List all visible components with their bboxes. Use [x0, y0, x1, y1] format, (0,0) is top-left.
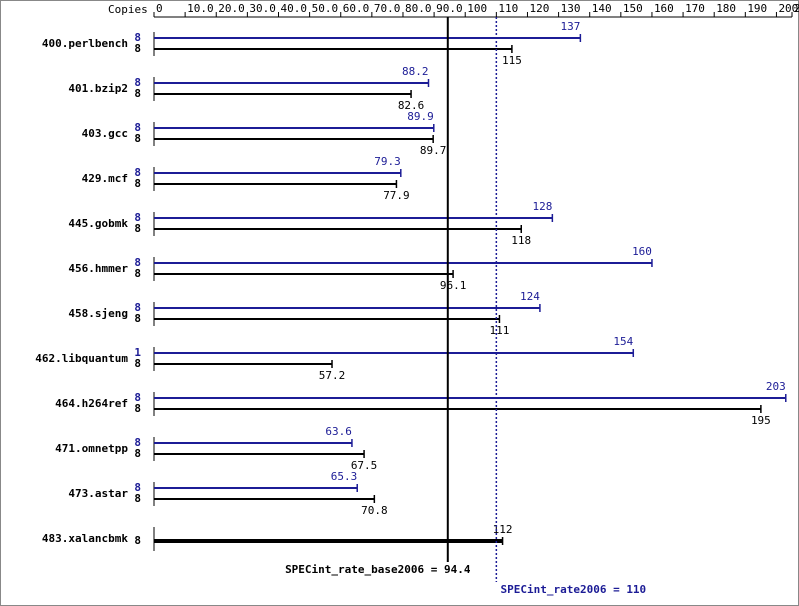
value-label: 96.1: [440, 279, 467, 292]
reference-label: SPECint_rate2006 = 110: [500, 583, 646, 596]
value-label: 154: [613, 335, 633, 348]
value-label: 82.6: [398, 99, 425, 112]
x-tick-label: 140: [592, 2, 612, 15]
copies-label: 8: [134, 177, 141, 190]
copies-label: 8: [134, 402, 141, 415]
category-label: 471.omnetpp: [55, 442, 128, 455]
copies-label: 8: [134, 534, 141, 547]
copies-label: 8: [134, 391, 141, 404]
x-tick-label: 10.0: [187, 2, 214, 15]
copies-label: 8: [134, 301, 141, 314]
copies-label: 8: [134, 76, 141, 89]
copies-label: 8: [134, 312, 141, 325]
value-label: 70.8: [361, 504, 388, 517]
copies-label: 8: [134, 166, 141, 179]
copies-label: 8: [134, 121, 141, 134]
x-tick-label: 205: [794, 2, 799, 15]
x-tick-label: 20.0: [218, 2, 245, 15]
value-label: 118: [511, 234, 531, 247]
category-label: 403.gcc: [82, 127, 128, 140]
copies-label: 1: [134, 346, 141, 359]
value-label: 63.6: [325, 425, 352, 438]
copies-label: 8: [134, 31, 141, 44]
x-tick-label: 150: [623, 2, 643, 15]
value-label: 203: [766, 380, 786, 393]
copies-label: 8: [134, 267, 141, 280]
value-label: 111: [490, 324, 510, 337]
value-label: 88.2: [402, 65, 429, 78]
x-tick-label: 50.0: [312, 2, 339, 15]
copies-label: 8: [134, 211, 141, 224]
x-tick-label: 100: [467, 2, 487, 15]
x-tick-label: 90.0: [436, 2, 463, 15]
value-label: 67.5: [351, 459, 378, 472]
copies-label: 8: [134, 132, 141, 145]
category-label: 464.h264ref: [55, 397, 128, 410]
category-label: 400.perlbench: [42, 37, 128, 50]
category-label: 483.xalancbmk: [42, 532, 128, 545]
x-tick-label: 40.0: [280, 2, 307, 15]
value-label: 65.3: [331, 470, 358, 483]
x-tick-label: 170: [685, 2, 705, 15]
x-tick-label: 130: [561, 2, 581, 15]
x-tick-label: 160: [654, 2, 674, 15]
category-label: 458.sjeng: [68, 307, 128, 320]
x-tick-label: 120: [529, 2, 549, 15]
copies-label: 8: [134, 256, 141, 269]
x-tick-label: 30.0: [249, 2, 275, 15]
value-label: 128: [532, 200, 552, 213]
value-label: 77.9: [383, 189, 410, 202]
x-tick-label: 0: [156, 2, 163, 15]
x-tick-label: 190: [747, 2, 767, 15]
value-label: 137: [560, 20, 580, 33]
copies-label: 8: [134, 357, 141, 370]
category-label: 473.astar: [68, 487, 128, 500]
copies-label: 8: [134, 87, 141, 100]
x-tick-label: 200: [778, 2, 798, 15]
value-label: 79.3: [374, 155, 401, 168]
copies-label: 8: [134, 481, 141, 494]
x-tick-label: 80.0: [405, 2, 432, 15]
category-label: 445.gobmk: [68, 217, 128, 230]
category-label: 401.bzip2: [68, 82, 128, 95]
x-tick-label: 180: [716, 2, 736, 15]
value-label: 57.2: [319, 369, 346, 382]
copies-header: Copies: [108, 3, 148, 16]
copies-label: 8: [134, 42, 141, 55]
x-tick-label: 60.0: [343, 2, 370, 15]
value-label: 89.9: [407, 110, 434, 123]
value-label: 89.7: [420, 144, 447, 157]
x-tick-label: 110: [498, 2, 518, 15]
category-label: 429.mcf: [82, 172, 128, 185]
copies-label: 8: [134, 436, 141, 449]
copies-label: 8: [134, 492, 141, 505]
category-label: 456.hmmer: [68, 262, 128, 275]
value-label: 112: [493, 523, 513, 536]
value-label: 115: [502, 54, 522, 67]
copies-label: 8: [134, 222, 141, 235]
category-label: 462.libquantum: [35, 352, 128, 365]
x-tick-label: 70.0: [374, 2, 401, 15]
value-label: 124: [520, 290, 540, 303]
value-label: 195: [751, 414, 771, 427]
copies-label: 8: [134, 447, 141, 460]
value-label: 160: [632, 245, 652, 258]
reference-label: SPECint_rate_base2006 = 94.4: [285, 563, 471, 576]
